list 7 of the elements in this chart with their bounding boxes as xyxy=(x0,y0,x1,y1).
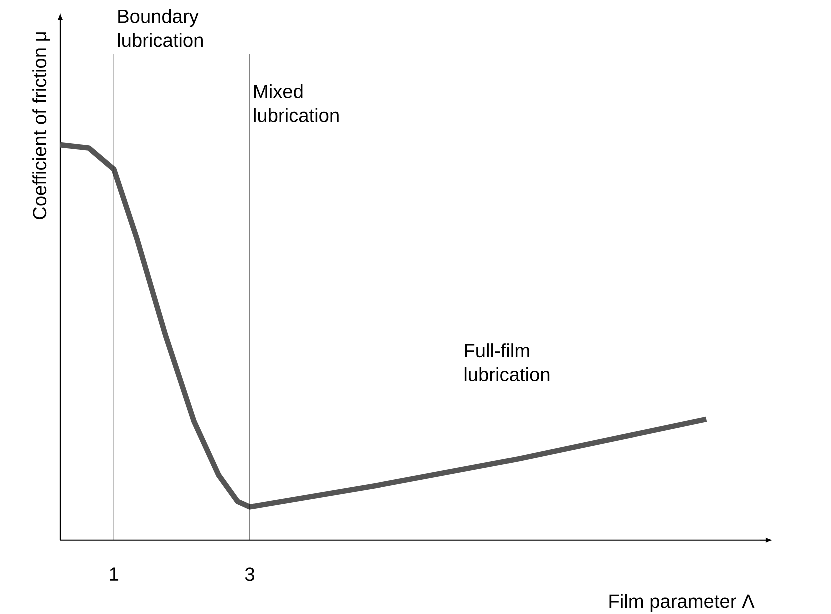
x-tick-label: 3 xyxy=(245,568,254,582)
x-tick-label: 1 xyxy=(110,568,119,581)
y-axis-title: Coefficient of friction μ xyxy=(32,32,50,220)
annotation: Full-film lubrication xyxy=(464,344,550,382)
ref-line-label: Mixed lubrication xyxy=(254,84,339,122)
x-axis-title: Film parameter Λ xyxy=(610,594,755,612)
ref-line-label: Boundary lubrication xyxy=(118,9,203,48)
